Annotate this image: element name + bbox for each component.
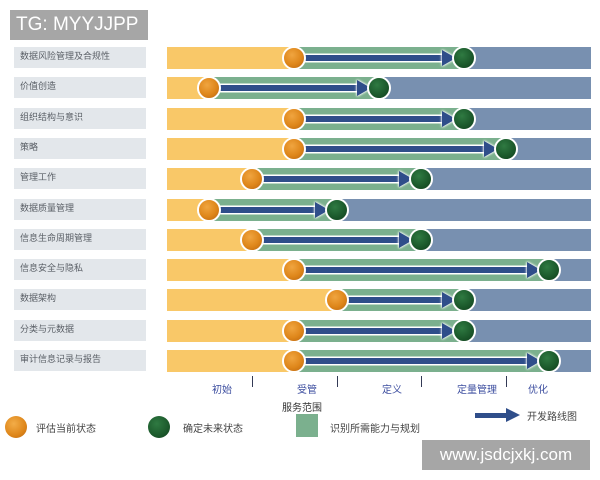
roadmap-arrow [302,328,444,334]
current-state-segment [167,289,337,311]
capability-legend-icon [296,414,318,437]
stage-divider [506,376,507,387]
maturity-bar [167,107,591,131]
roadmap-arrow [302,358,529,364]
maturity-bar [167,198,591,222]
future-state-dot [494,137,519,161]
current-state-dot [282,107,307,131]
roadmap-arrow [302,267,529,273]
stage-label: 受管 [297,385,317,396]
scope-label: 服务范围 [282,403,322,414]
current-state-segment [167,320,295,342]
roadmap-arrow [259,176,402,182]
current-state-segment [167,108,295,130]
current-state-dot [282,137,307,161]
current-state-dot [239,167,264,191]
future-state-dot [409,228,434,252]
future-state-legend-icon [148,416,170,438]
roadmap-arrow [217,207,317,213]
current-state-dot [239,228,264,252]
row-label: 价值创造 [14,77,146,98]
current-state-legend-icon [5,416,27,438]
maturity-bar [167,258,591,282]
legend-roadmap-label: 开发路线图 [527,412,577,423]
maturity-bar [167,137,591,161]
row-label: 组织结构与意识 [14,108,146,129]
current-state-dot [197,76,222,100]
maturity-bar [167,319,591,343]
future-state-dot [409,167,434,191]
row-label: 管理工作 [14,168,146,189]
row-label: 数据质量管理 [14,199,146,220]
current-state-dot [282,319,307,343]
future-state-dot [367,76,391,100]
stage-divider [337,376,338,387]
legend-capability-label: 识别所需能力与规划 [330,424,420,435]
future-state-dot [451,288,476,312]
roadmap-arrow [259,237,402,243]
current-state-segment [167,168,252,190]
row-label: 数据风险管理及合规性 [14,47,146,68]
stage-label: 初始 [212,385,232,396]
future-state-dot [536,349,561,373]
maturity-bar [167,46,591,70]
row-label: 审计信息记录与报告 [14,350,146,371]
roadmap-arrow [217,85,359,91]
roadmap-arrow [302,116,444,122]
row-label: 信息生命周期管理 [14,229,146,250]
maturity-bar [167,288,591,312]
maturity-bar [167,349,591,373]
row-label: 策略 [14,138,146,159]
future-state-dot [324,198,349,222]
roadmap-arrow-head-icon [506,408,520,422]
current-state-segment [167,350,295,372]
current-state-dot [197,198,222,222]
row-label: 信息安全与隐私 [14,259,146,280]
maturity-bar [167,76,591,100]
roadmap-arrow [344,297,444,303]
watermark-top: TG: MYYJJPP [10,10,148,40]
current-state-dot [282,46,307,70]
row-label: 分类与元数据 [14,320,146,341]
roadmap-arrow [302,55,444,61]
stage-label: 优化 [528,385,548,396]
watermark-bottom: www.jsdcjxkj.com [422,440,590,470]
future-state-dot [451,46,476,70]
current-state-segment [167,47,295,69]
stage-label: 定量管理 [457,385,497,396]
current-state-dot [282,258,307,282]
future-state-dot [451,107,476,131]
stage-divider [421,376,422,387]
future-state-dot [451,319,476,343]
legend-current-label: 评估当前状态 [36,424,96,435]
roadmap-arrow-icon [475,413,507,418]
stage-label: 定义 [382,385,402,396]
row-label: 数据架构 [14,289,146,310]
future-state-dot [536,258,561,282]
legend-future-label: 确定未来状态 [183,424,243,435]
maturity-bar [167,228,591,252]
current-state-dot [282,349,307,373]
roadmap-arrow [302,146,487,152]
current-state-dot [324,288,349,312]
current-state-segment [167,138,295,160]
current-state-segment [167,259,295,281]
stage-divider [252,376,253,387]
current-state-segment [167,229,252,251]
maturity-bar [167,167,591,191]
